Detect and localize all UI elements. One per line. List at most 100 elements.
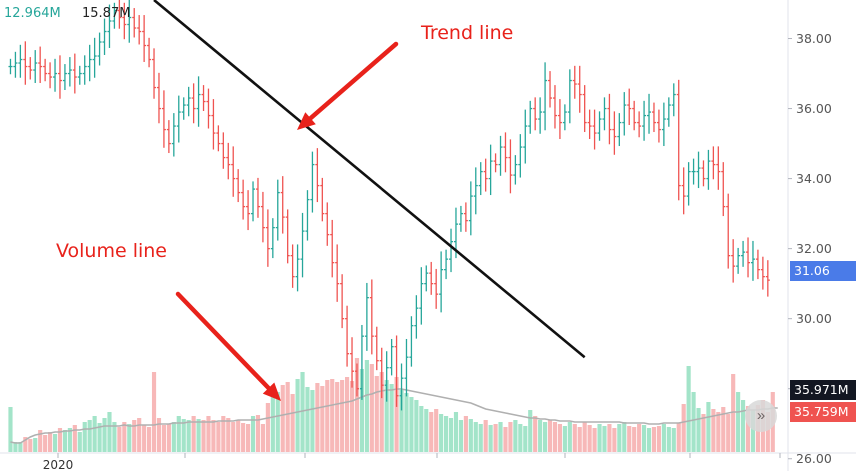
volume-bar (57, 428, 63, 452)
volume-bar (439, 414, 444, 452)
volume-bar (676, 423, 681, 452)
volume-bar (498, 422, 503, 452)
volume-bar (305, 387, 310, 452)
price-bar (201, 85, 206, 112)
price-bar (102, 18, 107, 55)
volume-bar (622, 422, 627, 452)
volume-bar (82, 422, 87, 452)
price-bar (176, 95, 181, 143)
price-bar (493, 153, 498, 173)
volume-bar (92, 416, 97, 452)
volume-bar (28, 439, 33, 452)
volume-bar (597, 424, 602, 452)
volume-average-line (10, 388, 778, 444)
volume-bar (711, 409, 716, 452)
volume-bar (726, 414, 731, 452)
price-bar (622, 92, 627, 136)
volume-bar (87, 420, 92, 452)
volume-bar (543, 422, 548, 452)
volume-bar (221, 416, 226, 452)
price-bar (374, 326, 379, 371)
price-bar (216, 125, 221, 152)
price-bar (642, 100, 647, 141)
volume-bar (547, 420, 553, 452)
price-bar (567, 69, 572, 124)
price-bar (661, 102, 666, 147)
price-bar (310, 151, 315, 213)
price-axis-label: 36.00 (796, 101, 832, 116)
price-bar (171, 113, 176, 157)
volume-bar (523, 426, 528, 452)
price-bar (379, 347, 384, 399)
volume-average-value: 15.87M (82, 6, 131, 21)
price-bar (557, 99, 562, 140)
volume-bar (13, 442, 18, 452)
price-bar (458, 205, 463, 232)
price-bar (498, 135, 503, 176)
volume-bar (552, 422, 558, 452)
price-bar (750, 240, 755, 281)
volume-bar (582, 422, 587, 452)
volume-bar (458, 420, 464, 452)
price-bar (97, 32, 102, 66)
price-bar (211, 99, 216, 150)
volume-bar (434, 409, 439, 452)
price-bar (746, 237, 751, 278)
price-bar (552, 85, 557, 129)
price-axis-label: 30.00 (796, 311, 832, 326)
price-bar (335, 244, 340, 302)
volume-bar (176, 416, 181, 452)
volume-bar (77, 432, 82, 452)
price-bar (691, 158, 696, 185)
price-bar (132, 8, 137, 38)
price-bar (444, 249, 449, 280)
price-bar (404, 338, 409, 397)
price-bars (8, 0, 770, 411)
price-bar (726, 193, 731, 269)
price-bar (186, 86, 191, 117)
price-bar (369, 279, 374, 355)
price-bar (632, 100, 637, 131)
volume-arrow-head (262, 382, 281, 401)
price-bar (607, 93, 612, 145)
volume-line-annotation: Volume line (56, 240, 167, 262)
volume-bar (137, 418, 142, 452)
price-bar (166, 120, 171, 154)
volume-bar (701, 414, 706, 452)
volume-bar (349, 381, 355, 452)
price-bar (260, 191, 265, 243)
price-bar (473, 167, 478, 215)
volume-bar (745, 406, 751, 452)
price-bar (181, 97, 186, 120)
price-bar (577, 65, 582, 113)
volume-bar (577, 427, 582, 452)
price-bar (364, 282, 369, 351)
volume-bar (483, 420, 488, 452)
volume-bar (206, 416, 211, 452)
volume-bar (627, 426, 632, 452)
volume-bar (250, 416, 256, 452)
volume-bar (127, 424, 132, 452)
volume-bar (716, 412, 721, 452)
price-bar (439, 251, 444, 313)
price-bar (637, 111, 642, 138)
volume-bar (671, 428, 676, 452)
price-bar (587, 109, 592, 140)
volume-bar (275, 392, 280, 452)
volume-bar (260, 424, 266, 452)
volume-bar (444, 416, 449, 452)
volume-bar (142, 425, 147, 452)
volume-bar (681, 404, 686, 452)
scroll-to-realtime-button[interactable]: » (745, 400, 777, 432)
volume-bar (315, 383, 320, 452)
price-bar (513, 155, 518, 185)
price-bar (468, 181, 473, 236)
annotation-arrows (175, 41, 399, 401)
price-bar (736, 247, 741, 274)
volume-bar (216, 422, 221, 452)
volume-bar (196, 419, 201, 452)
price-bar (394, 335, 399, 407)
